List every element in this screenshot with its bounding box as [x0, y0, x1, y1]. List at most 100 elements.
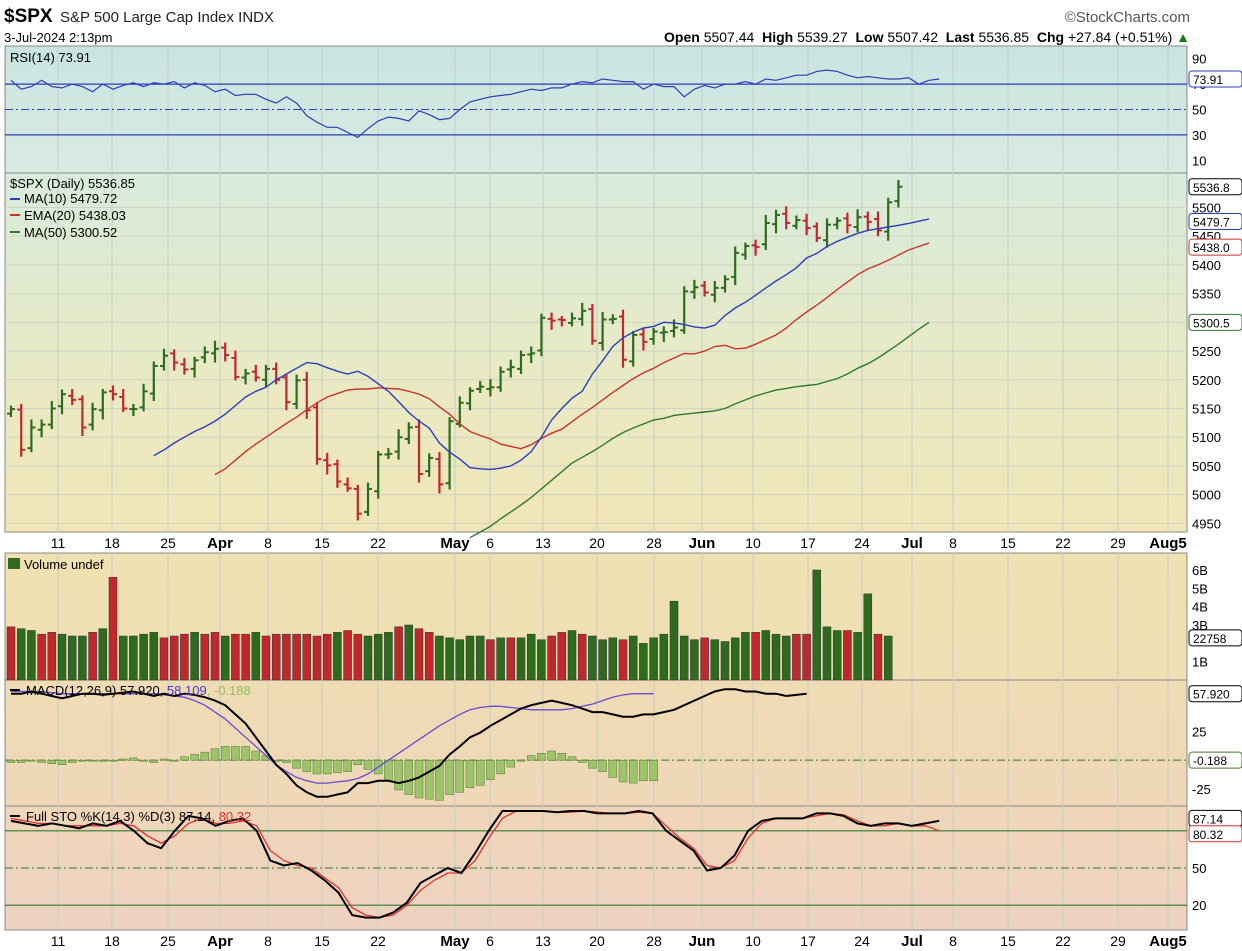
- macd-hist-tag: -0.188: [1193, 754, 1227, 768]
- last-value: 5536.85: [978, 29, 1030, 45]
- volume-bar: [231, 633, 240, 681]
- price-tick: 5050: [1192, 459, 1221, 474]
- macd-hist-bar: [190, 754, 199, 761]
- x-tick-top: 10: [745, 535, 761, 551]
- macd-hist-bar: [322, 759, 332, 775]
- x-tick-bottom: May: [440, 933, 470, 950]
- volume-bar: [241, 633, 250, 681]
- x-tick-top: 29: [1110, 535, 1126, 551]
- chg-label: Chg: [1036, 29, 1065, 45]
- x-tick-top: 8: [264, 535, 272, 551]
- ticker-symbol: $SPX: [4, 6, 53, 27]
- macd-hist-bar: [282, 759, 291, 763]
- volume-tick: 6B: [1192, 563, 1208, 578]
- volume-bar: [639, 643, 648, 681]
- macd-hist-bar: [37, 759, 46, 763]
- volume-bar: [6, 626, 16, 681]
- volume-legend-icon: [8, 558, 20, 569]
- x-tick-top: 13: [535, 535, 551, 551]
- x-tick-bottom: 15: [314, 933, 330, 949]
- macd-hist-bar: [445, 759, 454, 795]
- macd-hist-bar: [363, 759, 373, 770]
- rsi-last-tag-box: [1188, 70, 1242, 88]
- low-value: 5507.42: [887, 29, 938, 45]
- volume-bar: [679, 635, 689, 681]
- volume-bar: [781, 635, 791, 681]
- volume-bar: [180, 633, 189, 681]
- volume-bar: [424, 632, 434, 681]
- ma10-tag-box: [1188, 213, 1242, 231]
- volume-bar: [588, 635, 597, 681]
- macd-hist-bar: [435, 759, 444, 801]
- price-tick: 5200: [1192, 373, 1221, 388]
- macd-hist-bar: [516, 759, 526, 762]
- x-tick-bottom: 22: [370, 933, 386, 949]
- volume-bar: [435, 635, 444, 681]
- macd-value: 57.920,: [120, 683, 167, 698]
- volume-bar: [210, 632, 220, 681]
- legend-ema20: EMA(20) 5438.03: [24, 208, 126, 223]
- rsi-tick: 30: [1192, 128, 1206, 143]
- volume-bar: [608, 637, 618, 681]
- volume-bar: [843, 630, 852, 681]
- x-tick-top: 20: [589, 535, 605, 551]
- macd-hist-bar: [384, 759, 393, 782]
- macd-hist-value: , -0.188: [207, 683, 251, 698]
- x-tick-bottom: 11: [51, 933, 66, 949]
- volume-bar: [322, 633, 332, 681]
- macd-hist-bar: [169, 759, 179, 762]
- macd-hist-bar: [649, 759, 658, 782]
- volume-bar: [720, 641, 730, 681]
- volume-bar: [394, 626, 403, 681]
- macd-hist-bar: [567, 756, 577, 761]
- macd-hist-bar: [231, 746, 240, 761]
- volume-bar: [139, 633, 148, 681]
- price-tick: 5250: [1192, 344, 1221, 359]
- x-tick-top: 15: [314, 535, 330, 551]
- macd-hist-bar: [180, 756, 189, 761]
- volume-bar: [496, 637, 505, 681]
- volume-bar: [873, 633, 883, 681]
- macd-hist-bar: [312, 759, 322, 775]
- rsi-last-tag: 73.91: [1193, 73, 1223, 87]
- x-tick-bottom: Jul: [901, 933, 923, 950]
- macd-hist-bar: [47, 759, 57, 764]
- volume-bar: [312, 635, 322, 681]
- macd-hist-bar: [88, 759, 97, 762]
- macd-hist-bar: [6, 759, 16, 763]
- price-tick: 4950: [1192, 516, 1221, 531]
- volume-bar: [282, 633, 291, 681]
- volume-bar: [27, 630, 36, 681]
- macd-hist-bar: [496, 759, 505, 775]
- macd-hist-bar: [394, 759, 403, 791]
- volume-bar: [598, 639, 607, 681]
- x-tick-top: Aug5: [1149, 535, 1187, 552]
- macd-hist-bar: [618, 759, 628, 783]
- x-tick-top: 6: [486, 535, 494, 551]
- volume-bar: [271, 633, 281, 681]
- macd-hist-bar: [577, 759, 587, 763]
- macd-hist-bar: [57, 759, 67, 766]
- macd-hist-bar: [486, 759, 495, 780]
- ma50-line: [469, 321, 930, 539]
- x-tick-bottom: 20: [589, 933, 605, 949]
- macd-hist-bar: [639, 759, 648, 782]
- volume-bar: [190, 632, 199, 681]
- volume-bar: [251, 632, 261, 681]
- volume-bar: [700, 637, 709, 681]
- x-tick-top: 18: [104, 535, 120, 551]
- volume-bar: [526, 633, 536, 681]
- x-tick-bottom: Aug5: [1149, 933, 1187, 950]
- x-tick-bottom: 25: [160, 933, 176, 949]
- brand-logo[interactable]: ©StockCharts.com: [1064, 9, 1190, 26]
- macd-hist-bar: [241, 746, 250, 761]
- x-tick-top: 25: [160, 535, 176, 551]
- price-tick: 5100: [1192, 430, 1221, 445]
- volume-tick: 3B: [1192, 618, 1208, 633]
- price-tick: 5500: [1192, 200, 1221, 215]
- volume-bar: [659, 633, 669, 681]
- x-tick-bottom: 10: [745, 933, 761, 949]
- volume-bar: [159, 637, 169, 681]
- x-tick-bottom: 28: [646, 933, 662, 949]
